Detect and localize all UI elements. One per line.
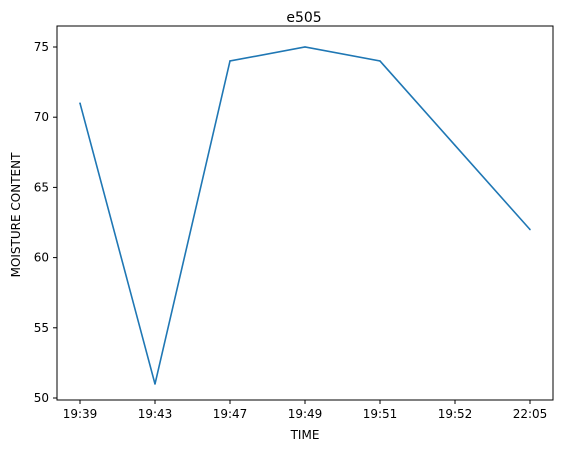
chart-title: e505 [286,10,321,26]
y-tick-label: 55 [34,321,49,335]
y-tick-label: 70 [34,110,49,124]
axes-frame [56,25,554,401]
y-tick-label: 75 [34,40,49,54]
series-layer [79,46,531,385]
x-tick-label: 19:51 [363,407,398,421]
y-axis-label: MOISTURE CONTENT [9,152,23,277]
x-tick-label: 22:05 [513,407,548,421]
data-point [229,60,231,62]
x-tick-label: 19:43 [138,407,173,421]
data-point [454,144,456,147]
data-point [79,102,81,104]
plot-area [56,25,554,401]
y-tick-label: 65 [34,180,49,194]
data-point [529,228,531,231]
y-axis: 50 55 60 65 70 75 [34,40,57,405]
x-tick-label: 19:52 [438,407,473,421]
x-axis: 19:39 19:43 19:47 19:49 19:51 19:52 22:05 [63,400,548,421]
y-tick-label: 50 [34,391,49,405]
x-tick-label: 19:49 [288,407,323,421]
x-tick-label: 19:39 [63,407,98,421]
data-point [304,46,306,48]
y-tick-label: 60 [34,251,49,265]
x-axis-label: TIME [290,428,320,442]
series-line [79,46,531,385]
x-tick-label: 19:47 [213,407,248,421]
data-point [379,60,381,62]
data-point [154,383,156,385]
